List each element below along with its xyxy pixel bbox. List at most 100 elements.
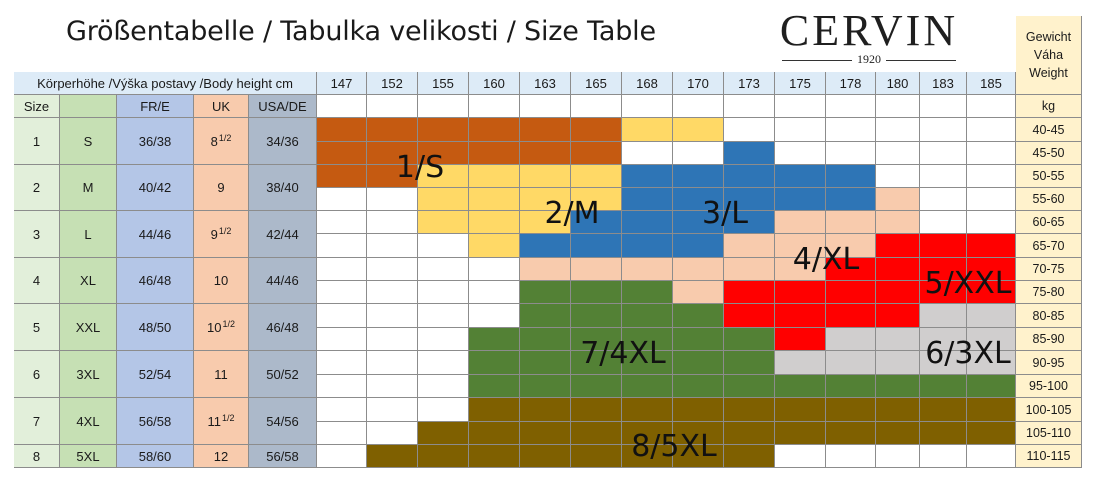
grid-cell-empty xyxy=(876,142,920,165)
size-uk: 9 1/2 xyxy=(194,211,249,258)
grid-cell-empty xyxy=(826,142,876,165)
grid-cell-zone xyxy=(724,351,775,375)
grid-cell-empty xyxy=(317,375,367,398)
grid-cell-empty xyxy=(920,188,967,211)
weight-range: 80-85 xyxy=(1016,304,1082,328)
grid-cell-zone xyxy=(826,398,876,422)
grid-cell-zone xyxy=(775,165,826,188)
grid-cell-zone xyxy=(469,211,520,234)
grid-cell-zone xyxy=(724,328,775,351)
grid-cell-empty xyxy=(920,118,967,142)
weight-range: 65-70 xyxy=(1016,234,1082,258)
grid-cell-empty xyxy=(418,258,469,281)
grid-cell-empty xyxy=(775,445,826,468)
size-uk: 10 1/2 xyxy=(194,304,249,351)
logo-wordmark: CERVIN xyxy=(779,6,959,55)
grid-cell-zone xyxy=(571,165,622,188)
grid-cell-empty xyxy=(967,211,1016,234)
grid-cell-zone xyxy=(622,398,673,422)
size-uk: 9 xyxy=(194,165,249,211)
grid-cell-zone xyxy=(469,328,520,351)
logo-divider-right xyxy=(886,60,956,61)
grid-cell-zone xyxy=(317,165,367,188)
uk-fraction: 1/2 xyxy=(218,226,232,236)
grid-cell-empty xyxy=(775,118,826,142)
grid-cell-empty xyxy=(317,188,367,211)
weight-range: 85-90 xyxy=(1016,328,1082,351)
grid-cell-zone xyxy=(520,375,571,398)
grid-cell-zone xyxy=(571,304,622,328)
weight-header-word: Weight xyxy=(1029,66,1068,80)
uk-fraction: 1/2 xyxy=(222,319,235,329)
size-usa: 46/48 xyxy=(249,304,317,351)
grid-cell-empty xyxy=(967,445,1016,468)
grid-cell-zone xyxy=(673,304,724,328)
grid-cell-zone xyxy=(673,258,724,281)
grid-cell-zone xyxy=(724,422,775,445)
size-number: 4 xyxy=(14,258,60,304)
size-fr: 48/50 xyxy=(117,304,194,351)
grid-cell-zone xyxy=(317,142,367,165)
grid-cell-empty xyxy=(967,188,1016,211)
grid-cell-empty xyxy=(826,118,876,142)
grid-cell-zone xyxy=(920,422,967,445)
grid-cell-zone xyxy=(775,258,826,281)
grid-cell-empty xyxy=(876,118,920,142)
grid-cell-zone xyxy=(673,211,724,234)
grid-cell-empty xyxy=(826,95,876,118)
grid-cell-zone xyxy=(876,188,920,211)
weight-range: 50-55 xyxy=(1016,165,1082,188)
height-header: 163 xyxy=(520,72,571,95)
grid-cell-zone xyxy=(724,211,775,234)
logo-divider-left xyxy=(782,60,852,61)
grid-cell-zone xyxy=(876,328,920,351)
grid-cell-empty xyxy=(520,95,571,118)
grid-cell-zone xyxy=(469,118,520,142)
grid-cell-empty xyxy=(367,258,418,281)
grid-cell-zone xyxy=(920,351,967,375)
uk-value: 11 xyxy=(207,413,221,429)
weight-range: 105-110 xyxy=(1016,422,1082,445)
grid-cell-zone xyxy=(520,422,571,445)
grid-cell-zone xyxy=(673,165,724,188)
grid-cell-empty xyxy=(724,118,775,142)
grid-cell-empty xyxy=(367,234,418,258)
grid-cell-empty xyxy=(876,165,920,188)
weight-range: 110-115 xyxy=(1016,445,1082,468)
usa-column-header: USA/DE xyxy=(249,95,317,118)
grid-cell-empty xyxy=(317,351,367,375)
height-header: 183 xyxy=(920,72,967,95)
grid-cell-zone xyxy=(367,118,418,142)
uk-value: 11 xyxy=(214,366,228,382)
grid-cell-zone xyxy=(775,211,826,234)
weight-range: 70-75 xyxy=(1016,258,1082,281)
grid-cell-zone xyxy=(876,398,920,422)
grid-cell-empty xyxy=(367,351,418,375)
height-header: 147 xyxy=(317,72,367,95)
size-letter: 5XL xyxy=(60,445,117,468)
grid-cell-zone xyxy=(571,375,622,398)
grid-cell-zone xyxy=(826,234,876,258)
grid-cell-zone xyxy=(673,328,724,351)
grid-cell-zone xyxy=(967,351,1016,375)
grid-cell-zone xyxy=(673,234,724,258)
grid-cell-zone xyxy=(571,281,622,304)
size-fr: 44/46 xyxy=(117,211,194,258)
size-usa: 50/52 xyxy=(249,351,317,398)
grid-cell-zone xyxy=(920,304,967,328)
size-letter: L xyxy=(60,211,117,258)
grid-cell-zone xyxy=(622,445,673,468)
size-number: 6 xyxy=(14,351,60,398)
grid-cell-empty xyxy=(418,234,469,258)
size-uk: 10 xyxy=(194,258,249,304)
size-usa: 34/36 xyxy=(249,118,317,165)
grid-cell-empty xyxy=(418,375,469,398)
grid-cell-zone xyxy=(826,165,876,188)
size-usa: 42/44 xyxy=(249,211,317,258)
grid-cell-empty xyxy=(317,328,367,351)
grid-cell-zone xyxy=(724,188,775,211)
grid-cell-zone xyxy=(724,258,775,281)
grid-cell-empty xyxy=(418,398,469,422)
grid-cell-zone xyxy=(775,375,826,398)
grid-cell-empty xyxy=(920,165,967,188)
